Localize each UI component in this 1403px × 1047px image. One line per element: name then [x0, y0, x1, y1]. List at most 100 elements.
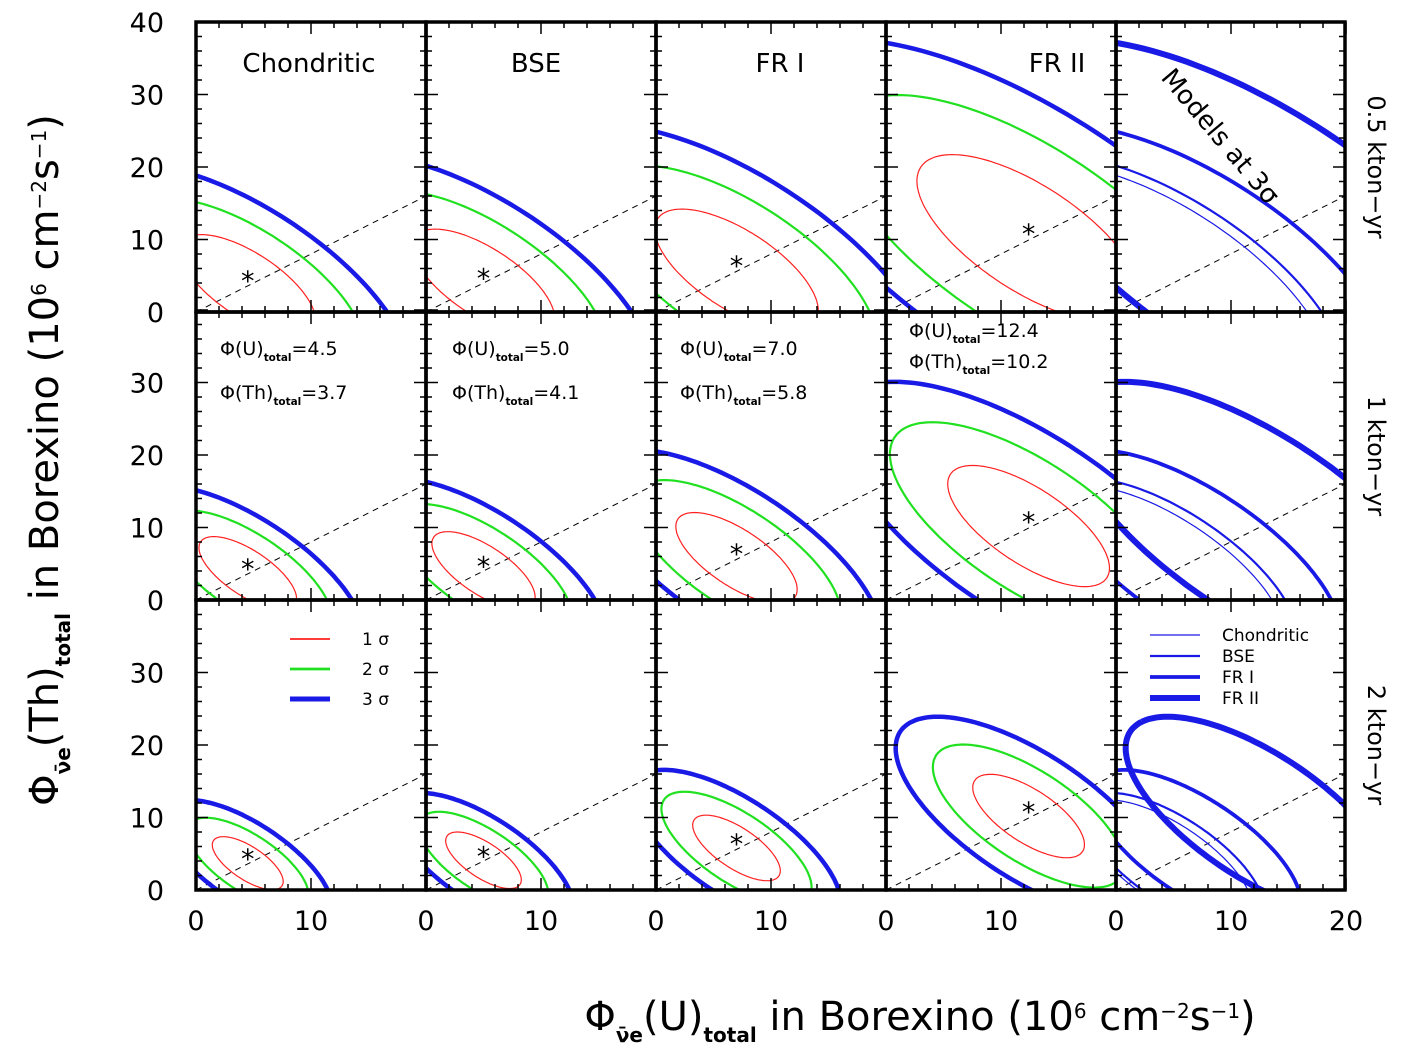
contour-1sigma: [656, 208, 819, 312]
reference-line: [886, 483, 1116, 600]
legend-label-sigma: 2 σ: [362, 660, 389, 680]
flux-u-annotation: Φ(U)total=5.0: [452, 338, 570, 364]
contour-3sigma: [426, 163, 635, 312]
column-title: FR I: [756, 49, 805, 79]
best-fit-marker: *: [477, 551, 491, 582]
reference-line: [426, 195, 656, 312]
contour-1sigma: [972, 773, 1086, 859]
reference-line: [656, 773, 886, 890]
column-title: FR II: [1029, 49, 1086, 79]
model-3sigma-bse: [1116, 792, 1261, 890]
x-axis-title: Φν̄e(U)total in Borexino (106 cm−2s−1): [584, 994, 1255, 1047]
panel-frame: [424, 598, 658, 892]
model-3sigma-bse: [1116, 164, 1323, 312]
row-label: 2 kton−yr: [1362, 685, 1390, 805]
row-label: 0.5 kton−yr: [1362, 95, 1390, 238]
x-tick-label: 10: [524, 906, 558, 937]
flux-u-annotation: Φ(U)total=12.4: [909, 320, 1039, 346]
flux-u-annotation: Φ(U)total=4.5: [220, 338, 338, 364]
reference-line: [1116, 773, 1345, 890]
x-tick-label: 0: [877, 906, 894, 937]
contour-2sigma: [660, 790, 813, 890]
best-fit-marker: *: [730, 251, 744, 282]
y-tick-label: 10: [130, 804, 164, 835]
contour-3sigma: [656, 449, 874, 600]
flux-th-annotation: Φ(Th)total=4.1: [452, 382, 579, 408]
legend-label-model: FR II: [1222, 689, 1259, 709]
y-tick-label: 0: [147, 586, 164, 617]
y-tick-label: 30: [130, 659, 164, 690]
contour-1sigma: [947, 464, 1111, 588]
best-fit-marker: *: [241, 844, 255, 875]
contour-2sigma: [888, 421, 1116, 600]
x-tick-label: 0: [1107, 906, 1124, 937]
contour-3sigma: [426, 790, 572, 890]
frame-layer: [194, 20, 1347, 892]
x-tick-label: 10: [754, 906, 788, 937]
panel-frame: [884, 598, 1118, 892]
y-tick-label: 30: [130, 369, 164, 400]
contour-3sigma: [196, 798, 331, 890]
contour-1sigma: [426, 228, 555, 312]
contour-2sigma: [656, 165, 871, 312]
legend-label-model: Chondritic: [1222, 626, 1309, 646]
row-label: 1 kton−yr: [1362, 396, 1390, 516]
legend-label-sigma: 3 σ: [362, 690, 389, 710]
column-title: BSE: [511, 49, 561, 79]
contour-2sigma: [886, 93, 1116, 312]
model-3sigma-chondritic: [1116, 489, 1273, 600]
y-tick-label: 10: [130, 514, 164, 545]
contour-2sigma: [196, 509, 329, 600]
reference-line: [886, 773, 1116, 890]
contour-3sigma: [656, 129, 886, 279]
contour-3sigma: [893, 714, 1116, 890]
reference-line: [196, 195, 426, 312]
best-fit-marker: *: [1022, 507, 1036, 538]
panel-frame: [194, 598, 428, 892]
contour-1sigma: [198, 535, 298, 600]
reference-line: [196, 773, 426, 890]
model-3sigma-fr-i: [1116, 449, 1334, 600]
flux-u-annotation: Φ(U)total=7.0: [680, 338, 798, 364]
contour-2sigma: [426, 810, 550, 890]
contour-1sigma: [431, 531, 536, 600]
model-3sigma-fr-ii: [1122, 713, 1345, 890]
contour-3sigma: [426, 479, 598, 600]
y-tick-label: 10: [130, 226, 164, 257]
best-fit-marker: *: [730, 539, 744, 570]
contour-1sigma: [196, 234, 315, 312]
contour-3sigma: [886, 379, 1116, 600]
legend-label-model: BSE: [1222, 647, 1255, 667]
contour-3sigma: [656, 767, 842, 890]
contour-3sigma: [196, 173, 390, 312]
legend-label-model: FR I: [1222, 668, 1254, 688]
contour-1sigma: [692, 814, 781, 882]
contour-2sigma: [426, 193, 597, 312]
reference-line: [1116, 483, 1345, 600]
x-tick-label: 10: [1214, 906, 1248, 937]
contour-2sigma: [931, 743, 1116, 889]
contour-2sigma: [656, 479, 840, 600]
model-3sigma-chondritic: [1116, 174, 1308, 312]
y-tick-label: 30: [130, 81, 164, 112]
x-tick-label: 10: [984, 906, 1018, 937]
legend-label-sigma: 1 σ: [362, 630, 389, 650]
flux-th-annotation: Φ(Th)total=5.8: [680, 382, 807, 408]
y-tick-label: 0: [147, 876, 164, 907]
model-3sigma-fr-i: [1116, 768, 1301, 890]
best-fit-marker: *: [241, 266, 255, 297]
best-fit-marker: *: [1022, 797, 1036, 828]
contour-2sigma: [196, 201, 355, 312]
flux-th-annotation: Φ(Th)total=3.7: [220, 382, 347, 408]
model-3sigma-fr-ii: [1116, 378, 1345, 600]
y-tick-label: 40: [130, 8, 164, 39]
model-3sigma-fr-i: [1116, 129, 1345, 277]
column-title: Chondritic: [242, 49, 375, 79]
model-3sigma-fr-ii: [1116, 39, 1345, 312]
reference-line: [886, 195, 1116, 312]
reference-line: [426, 483, 656, 600]
contour-1sigma: [916, 153, 1116, 312]
best-fit-marker: *: [730, 829, 744, 860]
y-tick-label: 0: [147, 298, 164, 329]
x-tick-label: 0: [417, 906, 434, 937]
